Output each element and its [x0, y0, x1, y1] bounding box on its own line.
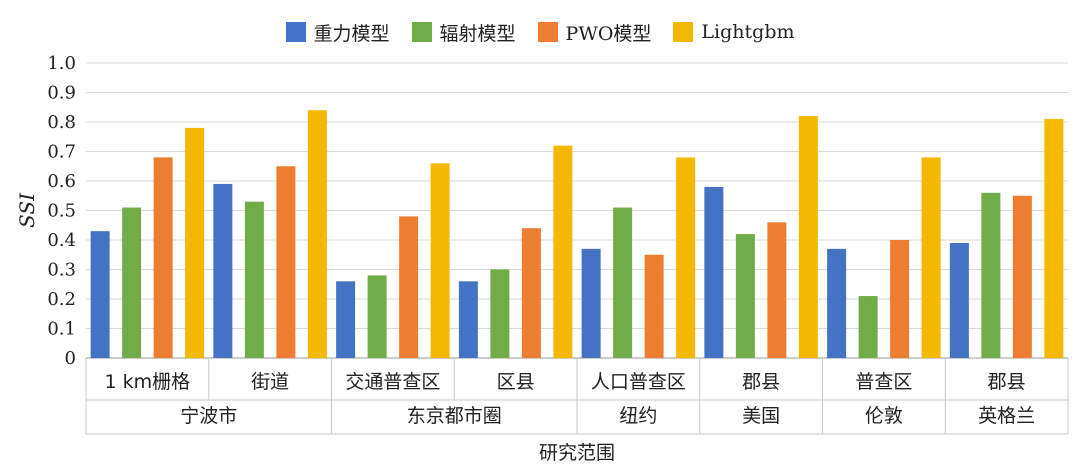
bar [430, 163, 450, 358]
bar [581, 248, 601, 358]
bar [890, 240, 910, 358]
bar [122, 207, 142, 358]
bar [767, 222, 787, 358]
bar [399, 216, 419, 358]
bar [90, 231, 110, 358]
bar [644, 254, 664, 358]
legend-item-lightgbm: Lightgbm [673, 21, 795, 43]
x-axis-title: 研究范围 [539, 442, 615, 464]
y-tick-label: 0.3 [47, 260, 76, 281]
group-label: 纽约 [619, 405, 657, 427]
group-label: 美国 [742, 405, 780, 427]
category-label: 1 km栅格 [105, 371, 191, 393]
legend-label-pwo: PWO模型 [565, 22, 652, 45]
bar [553, 145, 573, 358]
bar [613, 207, 633, 358]
y-tick-label: 0.5 [47, 201, 76, 222]
legend-label-radiation: 辐射模型 [439, 22, 516, 45]
y-tick-label: 0 [65, 348, 76, 369]
bar [1044, 119, 1064, 358]
category-label: 交通普查区 [345, 371, 440, 393]
bar [336, 281, 356, 358]
legend-item-pwo: PWO模型 [537, 19, 652, 46]
bar [735, 234, 755, 358]
bar [458, 281, 478, 358]
category-label: 街道 [251, 371, 289, 393]
bar [949, 242, 969, 358]
bar [921, 157, 941, 358]
legend-swatch-pwo [537, 22, 558, 42]
legend-label-lightgbm: Lightgbm [701, 21, 795, 43]
category-label: 郡县 [742, 371, 780, 393]
bar [490, 269, 510, 358]
y-tick-label: 0.4 [47, 230, 76, 251]
legend-swatch-gravity [285, 22, 306, 42]
bar [676, 157, 696, 358]
y-tick-label: 0.9 [47, 83, 76, 104]
bar [244, 201, 264, 358]
category-label: 区县 [497, 371, 535, 393]
bar [798, 116, 818, 358]
y-tick-label: 0.2 [47, 289, 76, 310]
group-label: 英格兰 [978, 405, 1035, 427]
legend-swatch-radiation [411, 22, 432, 42]
bar [704, 186, 724, 358]
category-label: 人口普查区 [591, 371, 686, 393]
legend: 重力模型 辐射模型 PWO模型 Lightgbm [0, 18, 1080, 46]
legend-item-radiation: 辐射模型 [411, 19, 516, 46]
legend-swatch-lightgbm [673, 22, 694, 42]
group-label: 伦敦 [865, 405, 903, 427]
category-label: 普查区 [855, 371, 912, 393]
bar [981, 192, 1001, 358]
bar [185, 127, 205, 359]
y-tick-label: 0.1 [47, 319, 76, 340]
bar [367, 275, 387, 358]
bar [521, 228, 541, 358]
y-tick-label: 0.6 [47, 171, 76, 192]
bar [858, 296, 878, 358]
y-tick-label: 0.8 [47, 112, 76, 133]
y-axis-title: SSI [15, 192, 39, 228]
y-tick-label: 1.0 [47, 53, 76, 74]
legend-item-gravity: 重力模型 [285, 19, 390, 46]
bar [153, 157, 173, 358]
bar [276, 166, 296, 358]
legend-label-gravity: 重力模型 [313, 22, 390, 45]
bar [213, 183, 233, 358]
bar [1012, 195, 1032, 358]
bar [827, 248, 847, 358]
y-tick-label: 0.7 [47, 142, 76, 163]
category-label: 郡县 [988, 371, 1026, 393]
bar [307, 110, 327, 358]
group-label: 东京都市圈 [407, 405, 502, 427]
group-label: 宁波市 [180, 405, 237, 427]
